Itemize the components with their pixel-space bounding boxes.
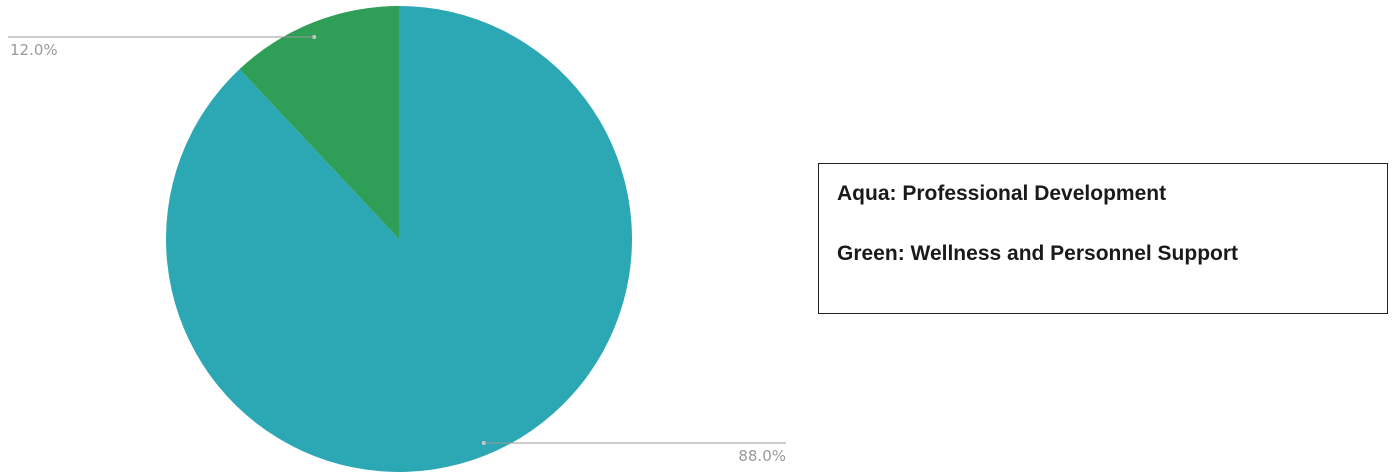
legend-box: Aqua: Professional Development Green: We… <box>818 163 1388 314</box>
leader-lines <box>8 35 786 445</box>
slice-labels: 88.0% 12.0% <box>10 41 786 465</box>
pie-slices <box>165 6 632 472</box>
slice-value-label: 12.0% <box>10 41 58 59</box>
legend-item-green: Green: Wellness and Personnel Support <box>837 242 1239 265</box>
slice-value-label: 88.0% <box>738 447 786 465</box>
pie-slice-wellness-personnel-support <box>239 6 399 239</box>
legend-item-aqua: Aqua: Professional Development <box>837 182 1167 205</box>
